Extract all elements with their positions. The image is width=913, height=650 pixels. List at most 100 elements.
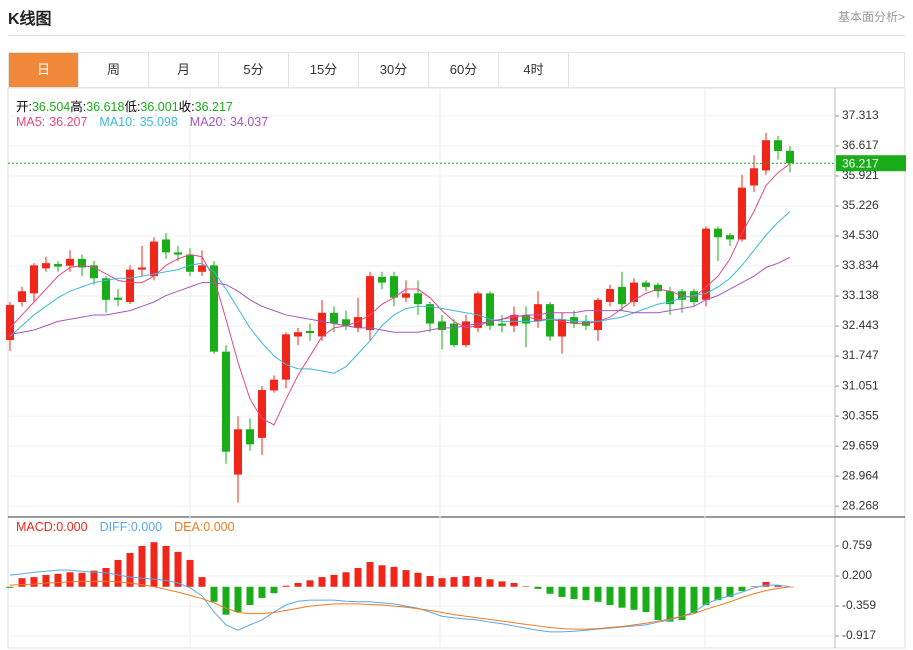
y-tick-label: 33.834 bbox=[842, 258, 879, 272]
candle-body bbox=[402, 293, 410, 298]
period-tab[interactable]: 月 bbox=[149, 53, 219, 87]
candle-body bbox=[546, 304, 554, 337]
y-tick-label: 32.443 bbox=[842, 318, 879, 332]
candle-body bbox=[282, 334, 290, 380]
macd-bar bbox=[534, 586, 542, 589]
candle-body bbox=[498, 323, 506, 326]
period-tab[interactable]: 5分 bbox=[219, 53, 289, 87]
candle-body bbox=[102, 278, 110, 300]
candle-body bbox=[378, 276, 386, 283]
info-label: 开: bbox=[16, 100, 32, 114]
period-tab[interactable]: 60分 bbox=[429, 53, 499, 87]
candle-body bbox=[222, 351, 230, 452]
macd-bar bbox=[426, 576, 434, 587]
macd-bar bbox=[498, 581, 506, 587]
candle-body bbox=[126, 269, 134, 302]
candle-body bbox=[450, 323, 458, 346]
candle-body bbox=[666, 291, 674, 305]
y-tick-label: -0.359 bbox=[842, 598, 876, 612]
ma-legend: MA5: 36.207 MA10: 35.098 MA20: 34.037 bbox=[16, 115, 280, 129]
candle-body bbox=[234, 429, 242, 475]
candle-body bbox=[474, 293, 482, 328]
macd-bar bbox=[642, 586, 650, 612]
y-tick-label: 31.051 bbox=[842, 378, 879, 392]
candle-body bbox=[246, 429, 254, 445]
y-tick-label: 35.226 bbox=[842, 198, 879, 212]
candle-body bbox=[18, 291, 26, 302]
candle-body bbox=[558, 319, 566, 337]
macd-bar bbox=[258, 586, 266, 599]
candle-body bbox=[306, 330, 314, 334]
macd-bar bbox=[762, 581, 770, 587]
legend-name: DIFF: bbox=[99, 520, 131, 534]
macd-bar bbox=[222, 586, 230, 615]
candle-body bbox=[774, 140, 782, 151]
candle-body bbox=[390, 276, 398, 298]
macd-bar bbox=[270, 586, 278, 594]
frame bbox=[7, 87, 906, 649]
legend-value: 0.000 bbox=[56, 520, 88, 534]
candle-body bbox=[534, 304, 542, 322]
macd-bar bbox=[486, 579, 494, 587]
legend-name: MACD: bbox=[16, 520, 57, 534]
macd-bar bbox=[690, 586, 698, 614]
legend-value: 35.098 bbox=[139, 115, 178, 129]
info-label: 收: bbox=[178, 100, 195, 114]
legend-name: MA20: bbox=[189, 115, 226, 129]
period-tab[interactable]: 周 bbox=[79, 53, 149, 87]
candle-body bbox=[690, 291, 698, 302]
v-grid bbox=[189, 88, 706, 648]
candle-body bbox=[510, 314, 518, 326]
candle-body bbox=[414, 293, 422, 305]
y-tick-label: 29.659 bbox=[842, 438, 879, 452]
candle-body bbox=[762, 140, 770, 171]
period-tab[interactable]: 4时 bbox=[499, 53, 569, 87]
candle-body bbox=[486, 293, 494, 326]
macd-bar bbox=[198, 577, 206, 587]
candle-body bbox=[750, 168, 758, 186]
period-tab[interactable]: 30分 bbox=[359, 53, 429, 87]
macd-bar bbox=[414, 572, 422, 587]
candle-body bbox=[54, 264, 62, 267]
macd-bar bbox=[294, 583, 302, 587]
macd-bar bbox=[474, 577, 482, 587]
macd-bar bbox=[30, 577, 38, 587]
y-tick-label: 30.355 bbox=[842, 408, 879, 422]
candle-body bbox=[318, 312, 326, 337]
candle-body bbox=[150, 241, 158, 277]
candle-body bbox=[186, 254, 194, 272]
candle-body bbox=[426, 304, 434, 324]
candle-body bbox=[78, 258, 86, 268]
period-tab[interactable]: 15分 bbox=[289, 53, 359, 87]
macd-bar bbox=[342, 572, 350, 587]
y-tick-label: -0.917 bbox=[842, 628, 876, 642]
macd-bar bbox=[42, 574, 50, 587]
y-tick-label: 31.747 bbox=[842, 348, 879, 362]
fundamental-link[interactable]: 基本面分析> bbox=[837, 10, 905, 24]
candle-body bbox=[90, 265, 98, 279]
macd-bar bbox=[654, 586, 662, 621]
candle-body bbox=[114, 297, 122, 300]
macd-bar bbox=[750, 586, 758, 587]
legend-name: DEA: bbox=[174, 520, 204, 534]
macd-bar bbox=[594, 586, 602, 602]
candle-body bbox=[174, 252, 182, 255]
macd-bar bbox=[210, 586, 218, 602]
macd-bar bbox=[354, 567, 362, 587]
y-tick-label: 34.530 bbox=[842, 228, 879, 242]
candle-body bbox=[642, 282, 650, 287]
macd-bar bbox=[510, 583, 518, 587]
info-value: 36.504 bbox=[31, 100, 71, 114]
legend-name: MA5: bbox=[16, 115, 46, 129]
y-tick-label: 0.200 bbox=[842, 568, 872, 582]
candle-body bbox=[366, 276, 374, 331]
macd-legend: MACD:0.000 DIFF:0.000 DEA:0.000 bbox=[16, 520, 247, 534]
ma-line bbox=[9, 256, 791, 335]
macd-bar bbox=[162, 545, 170, 587]
period-tabs: 日周月 5分 15分 30分 60分 4时 bbox=[8, 52, 905, 88]
candle-body bbox=[726, 235, 734, 240]
candle-body bbox=[786, 150, 794, 164]
candle-body bbox=[438, 321, 446, 331]
period-tab[interactable]: 日 bbox=[9, 53, 79, 87]
